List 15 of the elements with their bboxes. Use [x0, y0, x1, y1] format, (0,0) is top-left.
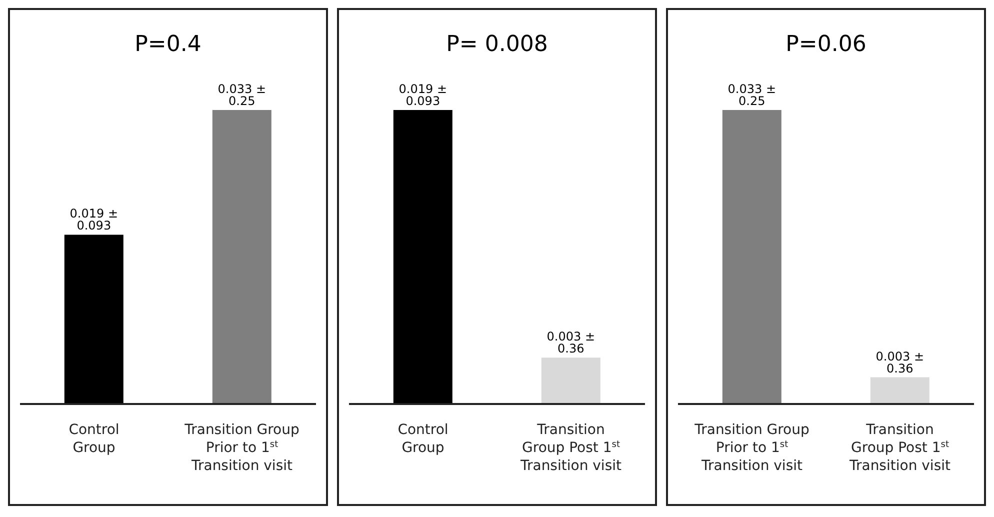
data-label: 0.033 ± 0.25	[218, 82, 266, 108]
x-tick-label: Transition Group Post 1$^{st}$ Transition visit	[848, 422, 952, 474]
data-label: 0.019 ± 0.093	[398, 82, 448, 108]
x-tick-label: Transition Group Prior to 1$^{st}$ Transition visit	[184, 422, 300, 474]
chart-title: P= 0.008	[445, 32, 549, 57]
data-label: 0.003 ± 0.36	[546, 330, 596, 356]
data-label: 0.033 ± 0.25	[728, 82, 776, 108]
data-label: 0.003 ± 0.36	[876, 349, 924, 376]
x-tick-label: Transition Group Prior to 1$^{st}$ Transition visit	[694, 422, 810, 474]
data-label: 0.019 ± 0.093	[70, 206, 118, 233]
chart-title: P=0.4	[134, 32, 202, 57]
x-tick-label: Control Group	[68, 422, 120, 456]
x-tick-label: Control Group	[398, 422, 448, 456]
chart-title: P=0.06	[784, 32, 868, 57]
x-tick-label: Transition Group Post 1$^{st}$ Transition visit	[519, 422, 622, 474]
